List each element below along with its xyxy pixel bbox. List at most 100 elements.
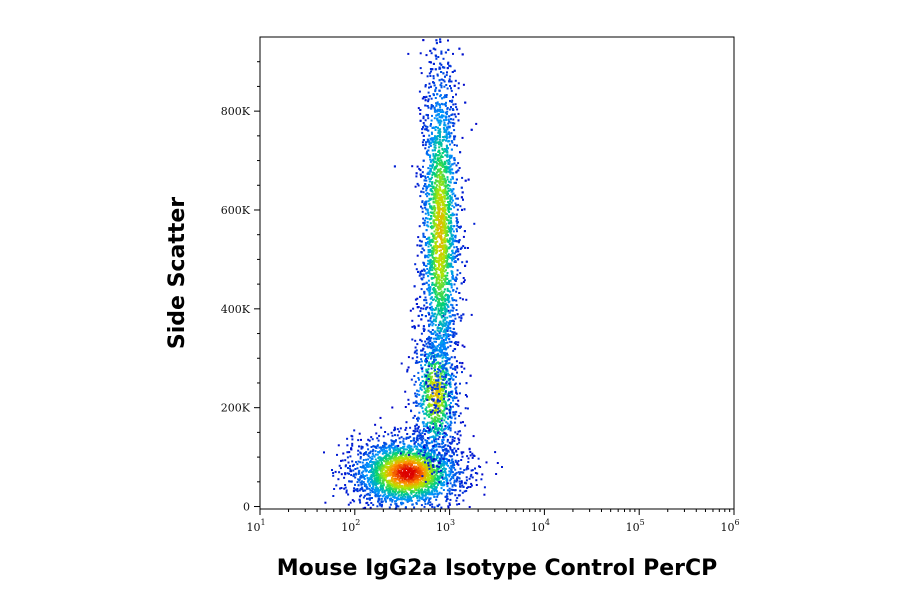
data-point	[438, 146, 441, 149]
data-point	[344, 464, 347, 467]
data-point	[431, 312, 434, 315]
data-point	[454, 459, 457, 462]
data-point	[445, 447, 448, 450]
data-point	[388, 447, 391, 450]
data-point	[431, 132, 433, 135]
data-point	[425, 342, 428, 345]
data-point	[380, 501, 383, 504]
data-point	[459, 485, 462, 488]
data-point	[345, 489, 348, 492]
data-point	[414, 485, 417, 488]
data-point	[410, 450, 413, 453]
data-point	[444, 334, 447, 337]
data-point	[402, 481, 405, 484]
data-point	[423, 412, 426, 415]
data-point	[434, 97, 437, 99]
data-point	[418, 474, 421, 477]
data-point	[405, 480, 408, 483]
data-point	[434, 438, 437, 441]
data-point	[424, 491, 427, 494]
data-point	[449, 424, 452, 427]
data-point	[433, 495, 436, 498]
data-point	[423, 124, 426, 127]
data-point	[423, 445, 425, 448]
data-point	[419, 444, 422, 447]
data-point	[426, 467, 428, 470]
data-point	[456, 365, 459, 367]
data-point	[440, 464, 443, 467]
data-point	[411, 469, 414, 472]
data-point	[415, 471, 418, 474]
data-point	[413, 467, 416, 470]
data-point	[429, 168, 432, 171]
data-point	[431, 403, 434, 406]
data-point	[371, 455, 374, 458]
data-point	[455, 249, 458, 252]
data-point	[424, 461, 426, 464]
data-point	[446, 335, 448, 338]
data-point	[401, 488, 404, 491]
data-point	[416, 494, 419, 497]
data-point	[371, 491, 374, 493]
data-point	[416, 404, 419, 407]
data-point	[414, 430, 417, 433]
data-point	[413, 414, 416, 417]
data-point	[426, 394, 429, 397]
data-point	[400, 484, 403, 487]
data-point	[416, 297, 419, 300]
data-point	[409, 426, 412, 429]
data-point	[421, 456, 424, 459]
data-point	[439, 458, 442, 461]
data-point	[409, 487, 412, 490]
data-point	[416, 469, 419, 472]
data-point	[431, 417, 434, 420]
data-point	[442, 375, 445, 378]
data-point	[421, 210, 424, 213]
data-point	[448, 492, 451, 495]
data-point	[375, 476, 378, 479]
data-point	[438, 301, 441, 304]
data-point	[440, 404, 443, 407]
data-point	[438, 467, 441, 470]
data-point	[453, 113, 456, 116]
data-point	[420, 436, 423, 439]
data-point	[453, 466, 455, 469]
data-point	[431, 469, 434, 472]
data-point	[446, 341, 449, 344]
data-point	[425, 462, 428, 465]
data-point	[444, 448, 447, 451]
data-point	[384, 470, 387, 473]
data-point	[431, 477, 434, 480]
data-point	[381, 504, 383, 506]
data-point	[429, 452, 432, 455]
data-point	[399, 465, 402, 468]
data-point	[346, 437, 349, 440]
data-point	[339, 467, 342, 470]
data-point	[408, 479, 411, 482]
data-point	[432, 475, 434, 478]
data-point	[436, 475, 439, 477]
data-point	[423, 468, 426, 471]
data-point	[406, 433, 409, 435]
data-point	[353, 500, 356, 503]
data-point	[426, 387, 429, 390]
data-point	[401, 475, 404, 478]
data-point	[414, 494, 417, 497]
data-point	[443, 455, 446, 458]
data-point	[454, 375, 457, 378]
data-point	[424, 498, 427, 501]
data-point	[446, 482, 449, 485]
data-point	[433, 437, 435, 440]
data-point	[417, 452, 420, 455]
data-point	[420, 398, 423, 401]
data-point	[436, 385, 439, 387]
data-point	[425, 179, 428, 182]
data-point	[433, 454, 436, 457]
data-point	[435, 409, 437, 412]
data-point	[431, 308, 434, 310]
data-point	[342, 452, 345, 455]
data-point	[437, 417, 439, 420]
data-point	[457, 162, 460, 165]
data-point	[364, 506, 367, 509]
data-point	[431, 241, 434, 243]
